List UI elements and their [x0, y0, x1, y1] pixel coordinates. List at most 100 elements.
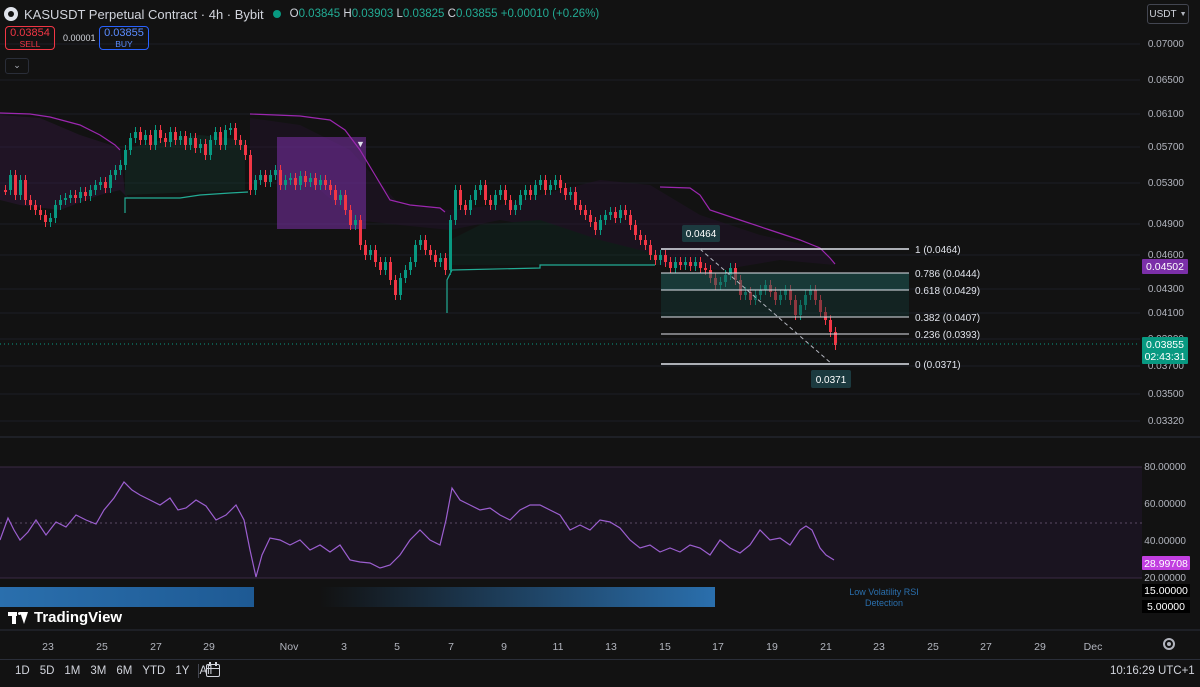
candle-body	[144, 135, 147, 140]
period-ytd[interactable]: YTD	[142, 665, 166, 677]
candle-body	[464, 205, 467, 210]
supertrend-tag: 0.04502	[1146, 261, 1184, 273]
candle-body	[789, 290, 792, 300]
candle-body	[644, 240, 647, 245]
candle-body	[94, 185, 97, 190]
price-tick-label: 0.05300	[1148, 178, 1185, 189]
chevron-down-icon: ⌄	[13, 60, 21, 70]
time-tick-label: 19	[766, 641, 778, 653]
candle-body	[274, 170, 277, 175]
candle-body	[459, 190, 462, 205]
rsi-line	[0, 481, 835, 578]
ohlc-values: O0.03845 H0.03903 L0.03825 C0.03855 +0.0…	[290, 8, 600, 20]
time-tick-label: 29	[203, 641, 215, 653]
candle-body	[519, 195, 522, 205]
candle-body	[309, 178, 312, 182]
bottom-toolbar	[0, 659, 1200, 687]
period-selector: 1D 5D 1M 3M 6M YTD 1Y All	[10, 665, 217, 677]
low-label: L	[396, 8, 403, 20]
time-tick-label: 27	[150, 641, 162, 653]
candle-body	[434, 255, 437, 262]
candle-body	[204, 144, 207, 155]
candle-body	[429, 250, 432, 255]
buy-label: BUY	[115, 39, 133, 49]
candle-body	[194, 138, 197, 148]
period-1y[interactable]: 1Y	[175, 665, 190, 677]
candle-body	[484, 185, 487, 200]
candle-body	[234, 128, 237, 140]
candle-body	[199, 144, 202, 148]
candle-body	[214, 132, 217, 140]
time-tick-label: 5	[394, 641, 400, 653]
clock[interactable]: 10:16:29 UTC+1	[1110, 665, 1195, 677]
indicator-label-line2: Detection	[865, 598, 903, 608]
candle-body	[259, 175, 262, 180]
candle-body	[49, 218, 52, 222]
candle-body	[804, 295, 807, 305]
candle-body	[409, 262, 412, 270]
candle-body	[369, 250, 372, 255]
candle-body	[469, 200, 472, 210]
candle-body	[374, 250, 377, 262]
calendar-icon[interactable]	[206, 662, 220, 677]
candle-body	[289, 178, 292, 180]
candle-body	[159, 130, 162, 138]
indicator-label-line1: Low Volatility RSI	[849, 587, 919, 597]
candle-body	[19, 180, 22, 195]
candle-body	[689, 262, 692, 266]
period-3m[interactable]: 3M	[90, 665, 107, 677]
period-1d[interactable]: 1D	[15, 665, 30, 677]
candle-body	[39, 210, 42, 215]
symbol-title[interactable]: KASUSDT Perpetual Contract · 4h · Bybit	[24, 6, 264, 22]
price-tick-label: 0.06100	[1148, 109, 1185, 120]
candle-body	[609, 212, 612, 215]
currency-label: USDT	[1149, 8, 1177, 20]
legend-collapse-button[interactable]: ⌄	[5, 58, 29, 74]
candle-body	[344, 195, 347, 210]
candle-body	[29, 200, 32, 205]
candle-body	[24, 180, 27, 200]
candle-body	[509, 200, 512, 210]
candle-body	[209, 140, 212, 155]
sell-button[interactable]: 0.03854 SELL	[5, 26, 55, 50]
candle-body	[599, 220, 602, 230]
candle-body	[4, 190, 7, 192]
candle-body	[359, 220, 362, 245]
supertrend-line-down-2	[249, 113, 446, 213]
candle-body	[334, 190, 337, 200]
candle-body	[439, 258, 442, 262]
gear-icon[interactable]	[1163, 638, 1175, 650]
symbol-legend[interactable]: KASUSDT Perpetual Contract · 4h · Bybit …	[4, 5, 599, 23]
rsi-tick-label: 60.00000	[1144, 499, 1186, 510]
fib-zone-786-618	[661, 273, 909, 290]
period-5d[interactable]: 5D	[39, 665, 55, 677]
market-status-icon	[272, 10, 281, 18]
candle-body	[514, 205, 517, 210]
candle-body	[534, 185, 537, 195]
period-6m[interactable]: 6M	[116, 665, 133, 677]
bar-value-5-bg	[1142, 600, 1190, 613]
tradingview-logo[interactable]: TradingView	[8, 609, 122, 626]
candle-body	[414, 245, 417, 262]
period-1m[interactable]: 1M	[64, 665, 81, 677]
candle-body	[494, 195, 497, 205]
candle-body	[114, 170, 117, 175]
candle-body	[584, 210, 587, 215]
candle-body	[109, 175, 112, 188]
candle-body	[59, 200, 62, 205]
candle-body	[154, 130, 157, 145]
fib-level-label: 0.786 (0.0444)	[915, 269, 980, 280]
candle-body	[489, 200, 492, 205]
currency-selector[interactable]: USDT ▼	[1147, 4, 1189, 24]
candle-body	[124, 150, 127, 165]
candle-body	[339, 195, 342, 200]
supertrend-line-up-1	[124, 191, 249, 213]
buy-button[interactable]: 0.03855 BUY	[99, 26, 149, 50]
price-tick-label: 0.05700	[1148, 142, 1185, 153]
candle-body	[624, 210, 627, 215]
candle-body	[139, 132, 142, 140]
candle-body	[604, 215, 607, 220]
fib-level-label: 0.382 (0.0407)	[915, 313, 980, 324]
candle-body	[664, 255, 667, 262]
